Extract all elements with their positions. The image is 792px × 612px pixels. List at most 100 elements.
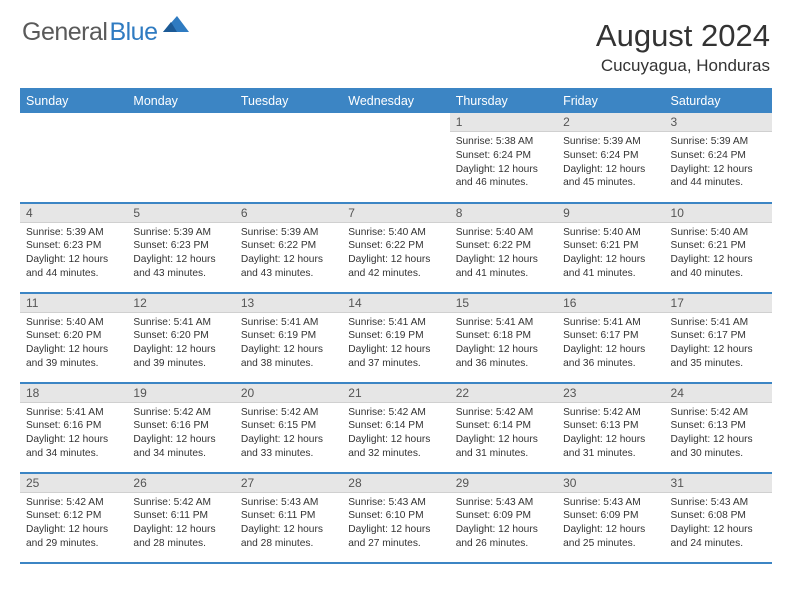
calendar-week-row: 4Sunrise: 5:39 AMSunset: 6:23 PMDaylight… bbox=[20, 203, 772, 293]
sunset-line: Sunset: 6:11 PM bbox=[241, 510, 316, 521]
calendar-cell bbox=[127, 113, 234, 203]
day-details: Sunrise: 5:41 AMSunset: 6:20 PMDaylight:… bbox=[127, 313, 234, 375]
daylight-line: Daylight: 12 hours and 37 minutes. bbox=[348, 344, 430, 369]
day-details: Sunrise: 5:41 AMSunset: 6:19 PMDaylight:… bbox=[235, 313, 342, 375]
sunset-line: Sunset: 6:11 PM bbox=[133, 510, 208, 521]
day-number: 30 bbox=[557, 474, 664, 493]
calendar-cell: 15Sunrise: 5:41 AMSunset: 6:18 PMDayligh… bbox=[450, 293, 557, 383]
sunrise-line: Sunrise: 5:39 AM bbox=[241, 227, 319, 238]
day-header: Monday bbox=[127, 90, 234, 113]
day-number: 8 bbox=[450, 204, 557, 223]
sunrise-line: Sunrise: 5:40 AM bbox=[671, 227, 749, 238]
calendar-cell: 21Sunrise: 5:42 AMSunset: 6:14 PMDayligh… bbox=[342, 383, 449, 473]
daylight-line: Daylight: 12 hours and 34 minutes. bbox=[26, 434, 108, 459]
sunset-line: Sunset: 6:18 PM bbox=[456, 330, 531, 341]
day-number: 23 bbox=[557, 384, 664, 403]
day-number: 20 bbox=[235, 384, 342, 403]
sunset-line: Sunset: 6:23 PM bbox=[26, 240, 101, 251]
daylight-line: Daylight: 12 hours and 46 minutes. bbox=[456, 164, 538, 189]
sunrise-line: Sunrise: 5:43 AM bbox=[456, 497, 534, 508]
day-header: Wednesday bbox=[342, 90, 449, 113]
day-details: Sunrise: 5:43 AMSunset: 6:10 PMDaylight:… bbox=[342, 493, 449, 555]
day-header: Sunday bbox=[20, 90, 127, 113]
sunrise-line: Sunrise: 5:42 AM bbox=[241, 407, 319, 418]
brand-word-2: Blue bbox=[109, 18, 157, 47]
sunset-line: Sunset: 6:16 PM bbox=[26, 420, 101, 431]
sunset-line: Sunset: 6:14 PM bbox=[348, 420, 423, 431]
calendar-cell: 25Sunrise: 5:42 AMSunset: 6:12 PMDayligh… bbox=[20, 473, 127, 563]
sunrise-line: Sunrise: 5:41 AM bbox=[133, 317, 211, 328]
sunrise-line: Sunrise: 5:41 AM bbox=[26, 407, 104, 418]
sunset-line: Sunset: 6:16 PM bbox=[133, 420, 208, 431]
day-details: Sunrise: 5:42 AM Sunset: 6:15 PM Daylight:… bbox=[235, 403, 342, 465]
sunrise-line: Sunrise: 5:42 AM bbox=[563, 407, 641, 418]
day-details: Sunrise: 5:43 AMSunset: 6:08 PMDaylight:… bbox=[665, 493, 772, 555]
day-number: 4 bbox=[20, 204, 127, 223]
day-number: 15 bbox=[450, 294, 557, 313]
day-number: 1 bbox=[450, 113, 557, 132]
sunset-line: Sunset: 6:14 PM bbox=[456, 420, 531, 431]
sunset-line: Sunset: 6:23 PM bbox=[133, 240, 208, 251]
calendar-cell: 18Sunrise: 5:41 AMSunset: 6:16 PMDayligh… bbox=[20, 383, 127, 473]
header: GeneralBlue August 2024 Cucuyagua, Hondu… bbox=[0, 0, 792, 84]
sunset-line: Sunset: 6:21 PM bbox=[671, 240, 746, 251]
day-details: Sunrise: 5:39 AMSunset: 6:23 PMDaylight:… bbox=[20, 223, 127, 285]
daylight-line: Daylight: 12 hours and 43 minutes. bbox=[241, 254, 323, 279]
calendar-cell: 9Sunrise: 5:40 AMSunset: 6:21 PMDaylight… bbox=[557, 203, 664, 293]
day-details: Sunrise: 5:41 AMSunset: 6:17 PMDaylight:… bbox=[665, 313, 772, 375]
day-number: 29 bbox=[450, 474, 557, 493]
daylight-line: Daylight: 12 hours and 41 minutes. bbox=[456, 254, 538, 279]
day-number: 2 bbox=[557, 113, 664, 132]
daylight-line: Daylight: 12 hours and 26 minutes. bbox=[456, 524, 538, 549]
sunrise-line: Sunrise: 5:42 AM bbox=[133, 497, 211, 508]
day-details: Sunrise: 5:40 AMSunset: 6:22 PMDaylight:… bbox=[450, 223, 557, 285]
calendar-cell: 26Sunrise: 5:42 AMSunset: 6:11 PMDayligh… bbox=[127, 473, 234, 563]
calendar-cell: 20 Sunrise: 5:42 AM Sunset: 6:15 PM Dayligh… bbox=[235, 383, 342, 473]
sunset-line: Sunset: 6:22 PM bbox=[348, 240, 423, 251]
day-number-empty bbox=[235, 113, 342, 131]
day-number: 25 bbox=[20, 474, 127, 493]
daylight-line: Daylight: 12 hours and 35 minutes. bbox=[671, 344, 753, 369]
calendar-cell: 19Sunrise: 5:42 AMSunset: 6:16 PMDayligh… bbox=[127, 383, 234, 473]
calendar-cell: 10Sunrise: 5:40 AMSunset: 6:21 PMDayligh… bbox=[665, 203, 772, 293]
daylight-line: Daylight: 12 hours and 38 minutes. bbox=[241, 344, 323, 369]
sunrise-line: Sunrise: 5:39 AM bbox=[563, 136, 641, 147]
daylight-line: Daylight: 12 hours and 30 minutes. bbox=[671, 434, 753, 459]
day-details: Sunrise: 5:39 AMSunset: 6:24 PMDaylight:… bbox=[557, 132, 664, 194]
day-details: Sunrise: 5:42 AMSunset: 6:12 PMDaylight:… bbox=[20, 493, 127, 555]
sunset-line: Sunset: 6:19 PM bbox=[348, 330, 423, 341]
day-details: Sunrise: 5:38 AMSunset: 6:24 PMDaylight:… bbox=[450, 132, 557, 194]
calendar-body: 1Sunrise: 5:38 AMSunset: 6:24 PMDaylight… bbox=[20, 113, 772, 563]
daylight-line: Daylight: 12 hours and 32 minutes. bbox=[348, 434, 430, 459]
day-details: Sunrise: 5:41 AMSunset: 6:18 PMDaylight:… bbox=[450, 313, 557, 375]
calendar-cell: 22Sunrise: 5:42 AMSunset: 6:14 PMDayligh… bbox=[450, 383, 557, 473]
calendar-cell bbox=[342, 113, 449, 203]
daylight-line: Daylight: 12 hours and 40 minutes. bbox=[671, 254, 753, 279]
daylight-line: Daylight: 12 hours and 41 minutes. bbox=[563, 254, 645, 279]
day-number: 22 bbox=[450, 384, 557, 403]
sunrise-line: Sunrise: 5:43 AM bbox=[563, 497, 641, 508]
sunrise-line: Sunrise: 5:41 AM bbox=[563, 317, 641, 328]
daylight-line: Daylight: 12 hours and 28 minutes. bbox=[133, 524, 215, 549]
sunset-line: Sunset: 6:12 PM bbox=[26, 510, 101, 521]
daylight-line: Daylight: 12 hours and 45 minutes. bbox=[563, 164, 645, 189]
day-details: Sunrise: 5:40 AM Sunset: 6:21 PM Daylight:… bbox=[665, 223, 772, 285]
day-details: Sunrise: 5:42 AMSunset: 6:14 PMDaylight:… bbox=[342, 403, 449, 465]
sunset-line: Sunset: 6:15 PM bbox=[241, 420, 316, 431]
day-number: 31 bbox=[665, 474, 772, 493]
calendar-cell: 12Sunrise: 5:41 AMSunset: 6:20 PMDayligh… bbox=[127, 293, 234, 383]
day-details: Sunrise: 5:42 AM Sunset: 6:11 PM Daylight:… bbox=[127, 493, 234, 555]
sunset-line: Sunset: 6:20 PM bbox=[133, 330, 208, 341]
calendar-cell: 23Sunrise: 5:42 AMSunset: 6:13 PMDayligh… bbox=[557, 383, 664, 473]
daylight-line: Daylight: 12 hours and 25 minutes. bbox=[563, 524, 645, 549]
daylight-line: Daylight: 12 hours and 39 minutes. bbox=[26, 344, 108, 369]
day-details: Sunrise: 5:43 AMSunset: 6:09 PMDaylight:… bbox=[450, 493, 557, 555]
day-number: 5 bbox=[127, 204, 234, 223]
daylight-line: Daylight: 12 hours and 33 minutes. bbox=[241, 434, 323, 459]
sunset-line: Sunset: 6:22 PM bbox=[241, 240, 316, 251]
calendar-cell: 27Sunrise: 5:43 AMSunset: 6:11 PMDayligh… bbox=[235, 473, 342, 563]
sunrise-line: Sunrise: 5:42 AM bbox=[26, 497, 104, 508]
sunset-line: Sunset: 6:24 PM bbox=[671, 150, 746, 161]
sunrise-line: Sunrise: 5:42 AM bbox=[133, 407, 211, 418]
day-details: Sunrise: 5:39 AMSunset: 6:23 PMDaylight:… bbox=[127, 223, 234, 285]
